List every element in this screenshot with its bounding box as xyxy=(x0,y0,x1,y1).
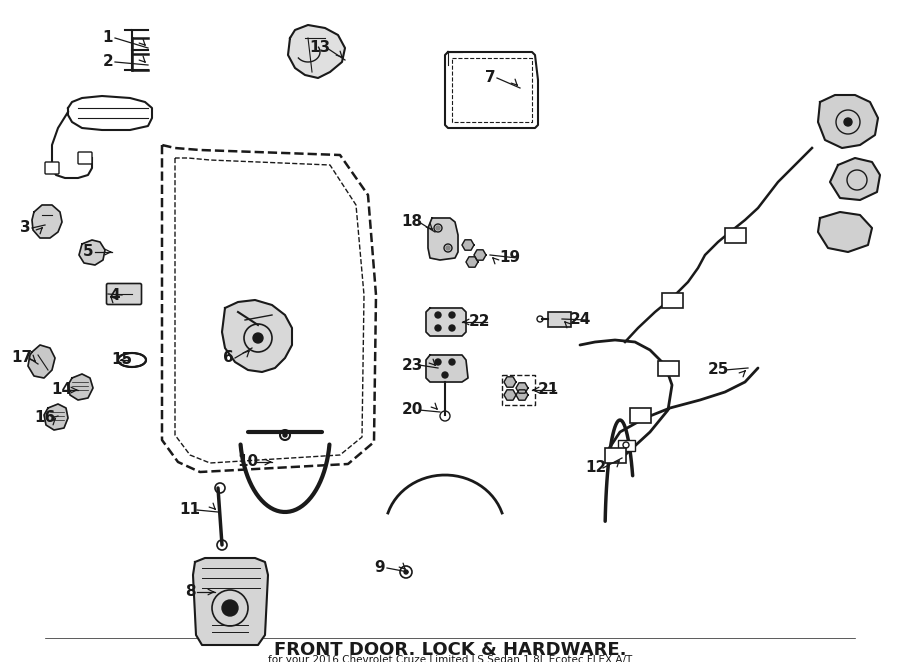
Text: 15: 15 xyxy=(112,352,132,367)
Text: 24: 24 xyxy=(570,312,590,328)
FancyBboxPatch shape xyxy=(605,448,626,463)
Text: 3: 3 xyxy=(20,220,31,236)
Text: 10: 10 xyxy=(238,455,258,469)
Text: 25: 25 xyxy=(707,363,729,377)
Polygon shape xyxy=(516,390,528,401)
Polygon shape xyxy=(426,308,466,336)
Circle shape xyxy=(435,359,441,365)
FancyBboxPatch shape xyxy=(662,293,682,308)
Polygon shape xyxy=(426,355,468,382)
Text: FRONT DOOR. LOCK & HARDWARE.: FRONT DOOR. LOCK & HARDWARE. xyxy=(274,641,626,659)
FancyBboxPatch shape xyxy=(106,283,141,305)
Polygon shape xyxy=(288,25,345,78)
Polygon shape xyxy=(193,558,268,645)
FancyBboxPatch shape xyxy=(45,162,59,174)
Polygon shape xyxy=(516,383,528,393)
Text: 22: 22 xyxy=(469,314,491,330)
Circle shape xyxy=(435,312,441,318)
Text: 17: 17 xyxy=(12,350,32,365)
Polygon shape xyxy=(504,390,516,401)
Text: 5: 5 xyxy=(83,244,94,260)
Text: 6: 6 xyxy=(222,350,233,365)
FancyBboxPatch shape xyxy=(547,312,571,326)
FancyBboxPatch shape xyxy=(724,228,745,242)
Polygon shape xyxy=(504,377,516,387)
Polygon shape xyxy=(428,218,458,260)
Circle shape xyxy=(222,600,238,616)
Polygon shape xyxy=(466,257,478,267)
Text: 4: 4 xyxy=(110,287,121,303)
Text: for your 2016 Chevrolet Cruze Limited LS Sedan 1.8L Ecotec FLEX A/T: for your 2016 Chevrolet Cruze Limited LS… xyxy=(268,655,632,662)
Text: 20: 20 xyxy=(401,402,423,418)
Text: 9: 9 xyxy=(374,561,385,575)
Polygon shape xyxy=(32,205,62,238)
Circle shape xyxy=(449,312,455,318)
Polygon shape xyxy=(474,250,486,260)
Text: 2: 2 xyxy=(103,54,113,70)
Text: 23: 23 xyxy=(401,357,423,373)
Text: 18: 18 xyxy=(401,214,423,230)
Polygon shape xyxy=(445,52,538,128)
FancyBboxPatch shape xyxy=(617,440,634,451)
Circle shape xyxy=(283,433,287,437)
Circle shape xyxy=(449,325,455,331)
Text: 19: 19 xyxy=(500,250,520,265)
Text: 13: 13 xyxy=(310,40,330,56)
FancyBboxPatch shape xyxy=(658,361,679,375)
Polygon shape xyxy=(818,212,872,252)
Text: 1: 1 xyxy=(103,30,113,46)
Polygon shape xyxy=(120,356,144,364)
Text: 11: 11 xyxy=(179,502,201,518)
Polygon shape xyxy=(68,374,93,400)
Polygon shape xyxy=(222,300,292,372)
Polygon shape xyxy=(79,240,105,265)
Circle shape xyxy=(446,246,450,250)
FancyBboxPatch shape xyxy=(629,408,651,422)
Circle shape xyxy=(435,325,441,331)
Text: 14: 14 xyxy=(51,383,73,397)
Circle shape xyxy=(404,570,408,574)
Text: 12: 12 xyxy=(585,461,607,475)
Polygon shape xyxy=(28,345,55,378)
Text: 16: 16 xyxy=(34,410,56,426)
Polygon shape xyxy=(52,112,92,178)
Text: 21: 21 xyxy=(537,383,559,397)
Polygon shape xyxy=(830,158,880,200)
Circle shape xyxy=(844,118,852,126)
Polygon shape xyxy=(44,404,68,430)
Circle shape xyxy=(253,333,263,343)
Polygon shape xyxy=(68,96,152,130)
Circle shape xyxy=(449,359,455,365)
Polygon shape xyxy=(818,95,878,148)
FancyBboxPatch shape xyxy=(78,152,92,164)
Text: 8: 8 xyxy=(184,585,195,600)
Circle shape xyxy=(442,372,448,378)
Circle shape xyxy=(436,226,440,230)
Text: 7: 7 xyxy=(485,70,495,85)
Polygon shape xyxy=(462,240,474,250)
